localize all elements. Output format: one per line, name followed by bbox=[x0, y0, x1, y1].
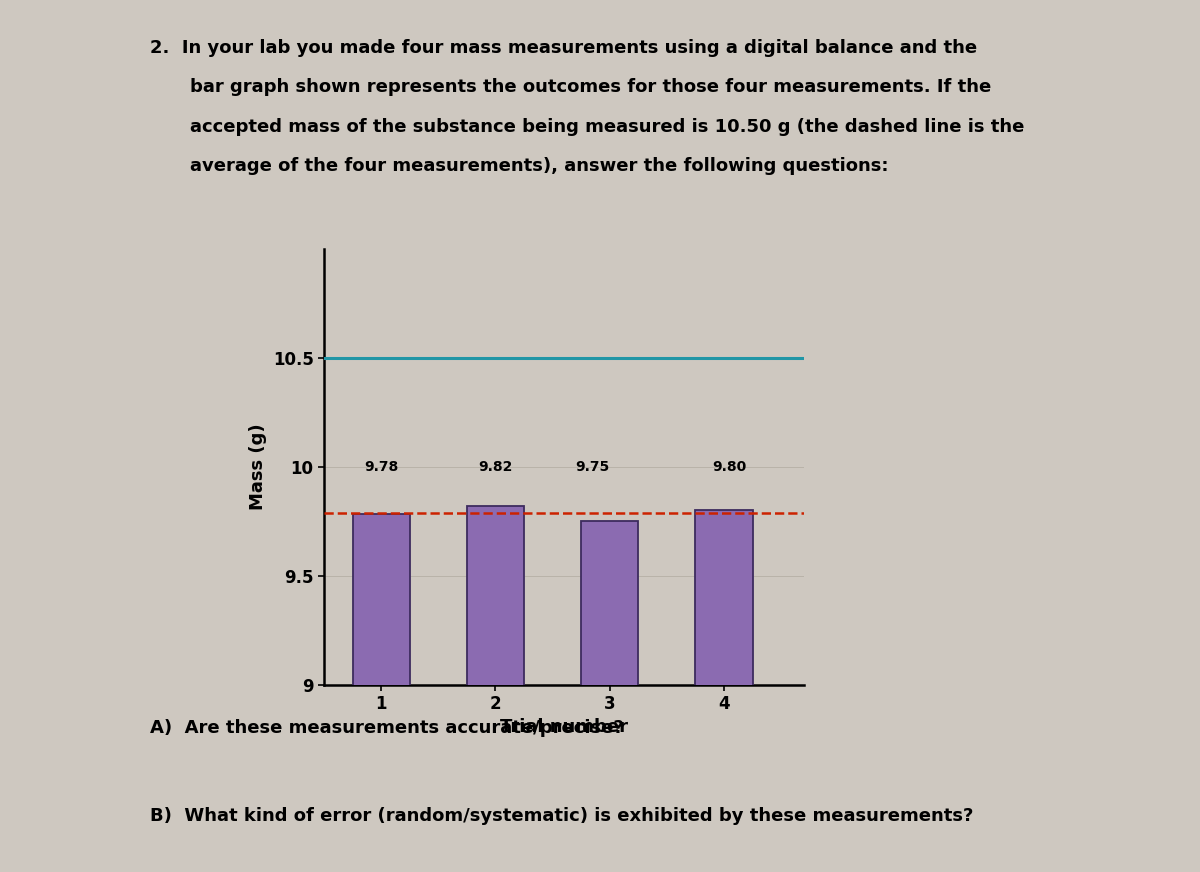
Bar bbox=[467, 506, 524, 872]
Bar bbox=[581, 521, 638, 872]
Text: A)  Are these measurements accurate/precise?: A) Are these measurements accurate/preci… bbox=[150, 719, 624, 738]
Y-axis label: Mass (g): Mass (g) bbox=[250, 423, 268, 510]
Text: 9.75: 9.75 bbox=[576, 460, 610, 474]
Text: average of the four measurements), answer the following questions:: average of the four measurements), answe… bbox=[190, 157, 888, 175]
Text: 2.  In your lab you made four mass measurements using a digital balance and the: 2. In your lab you made four mass measur… bbox=[150, 39, 977, 58]
Text: bar graph shown represents the outcomes for those four measurements. If the: bar graph shown represents the outcomes … bbox=[190, 78, 991, 97]
Text: 9.80: 9.80 bbox=[713, 460, 746, 474]
Text: 9.82: 9.82 bbox=[479, 460, 512, 474]
Text: 9.78: 9.78 bbox=[364, 460, 398, 474]
Text: accepted mass of the substance being measured is 10.50 g (the dashed line is the: accepted mass of the substance being mea… bbox=[190, 118, 1024, 136]
Bar bbox=[696, 510, 752, 872]
Text: B)  What kind of error (random/systematic) is exhibited by these measurements?: B) What kind of error (random/systematic… bbox=[150, 807, 973, 825]
Bar bbox=[353, 514, 409, 872]
X-axis label: Trial number: Trial number bbox=[500, 719, 628, 737]
